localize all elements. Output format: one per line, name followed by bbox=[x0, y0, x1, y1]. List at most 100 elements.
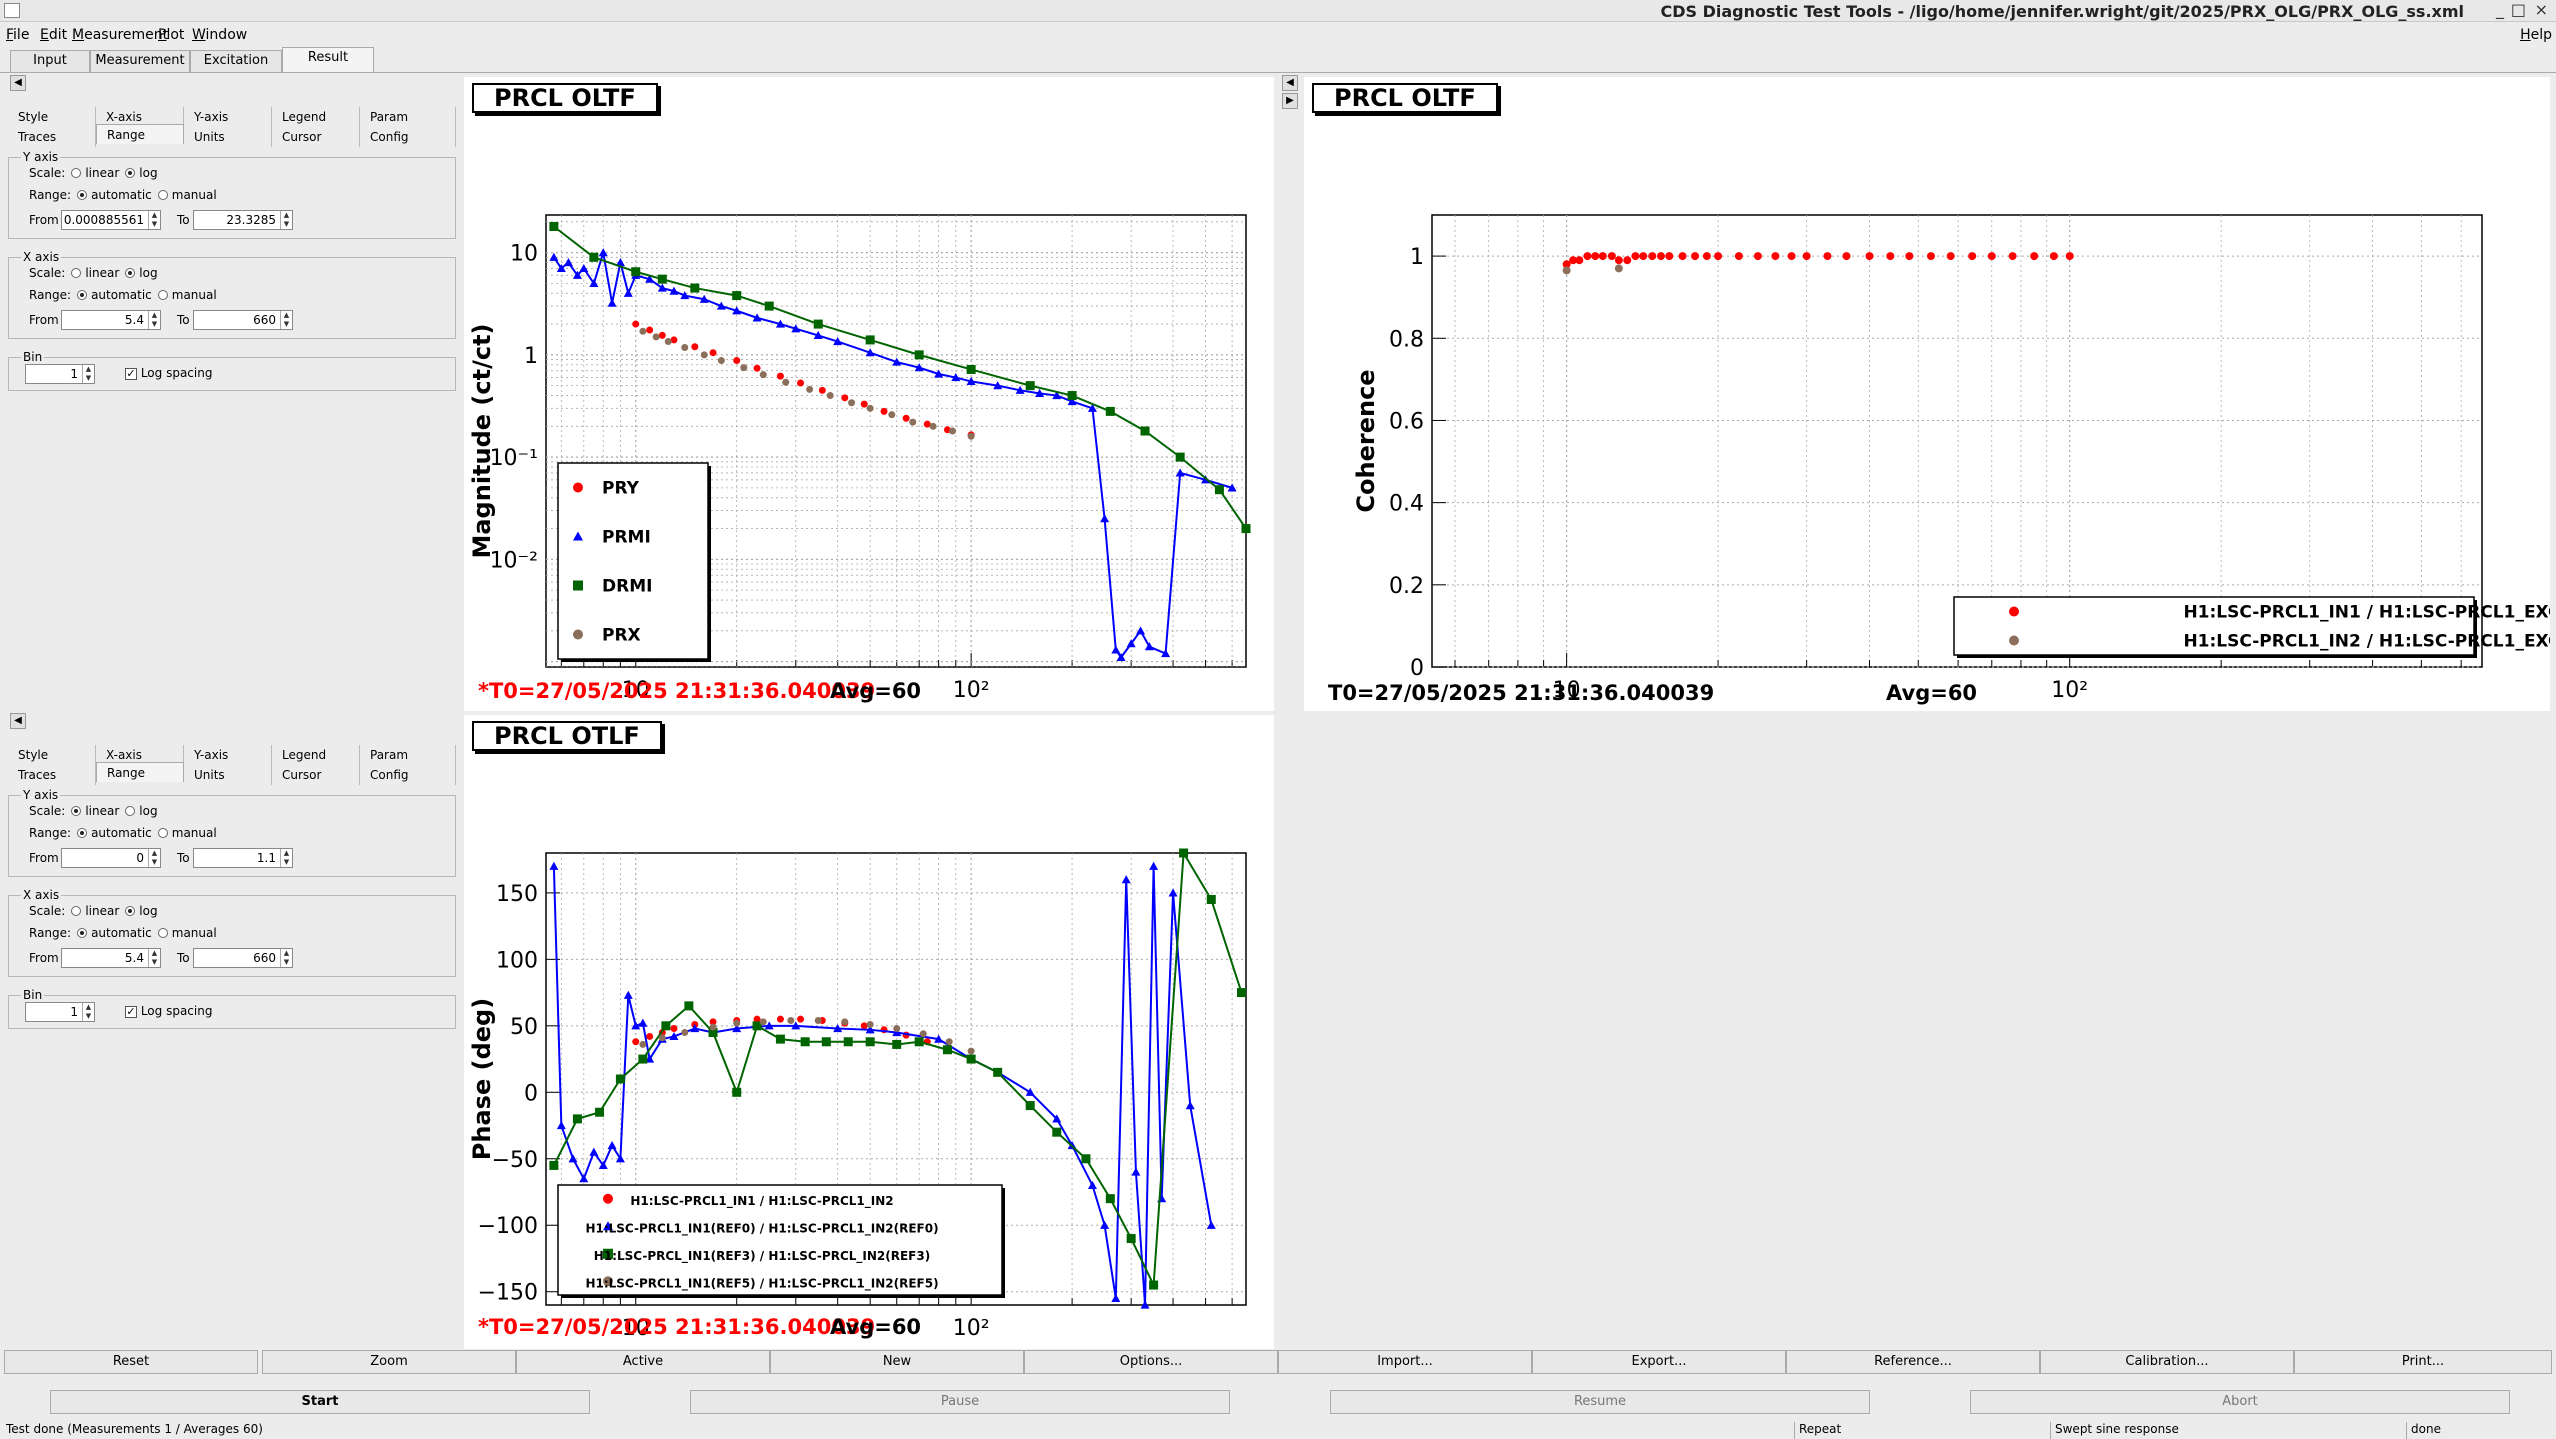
subtab-x-axis[interactable]: X-axis bbox=[96, 745, 184, 765]
range-manual-radio[interactable] bbox=[157, 827, 168, 838]
zoom-button[interactable]: Zoom bbox=[262, 1350, 516, 1374]
collapse-left-icon[interactable]: ◀ bbox=[1282, 75, 1298, 91]
subtab-param[interactable]: Param bbox=[360, 745, 456, 765]
subtab-param[interactable]: Param bbox=[360, 107, 456, 127]
x-from-field[interactable]: 5.4 ▲ ▼ bbox=[61, 310, 161, 330]
subtab-style[interactable]: Style bbox=[8, 745, 96, 765]
y-from-field[interactable]: 0.000885561 ▲ ▼ bbox=[61, 210, 161, 230]
scale-log-radio[interactable] bbox=[125, 267, 136, 278]
range-manual-radio[interactable] bbox=[157, 289, 168, 300]
options-button[interactable]: Options... bbox=[1024, 1350, 1278, 1374]
x-to-field[interactable]: 660 ▲ ▼ bbox=[193, 310, 293, 330]
subtab-legend[interactable]: Legend bbox=[272, 107, 360, 127]
print-button[interactable]: Print... bbox=[2294, 1350, 2552, 1374]
subtab-units[interactable]: Units bbox=[184, 127, 272, 147]
spin-icon[interactable]: ▲ ▼ bbox=[280, 949, 292, 967]
menu-edit[interactable]: Edit bbox=[40, 27, 68, 43]
subtab-style[interactable]: Style bbox=[8, 107, 96, 127]
bin-field[interactable]: 1 ▲ ▼ bbox=[25, 1002, 95, 1022]
subtab-units[interactable]: Units bbox=[184, 765, 272, 785]
bin-field[interactable]: 1 ▲ ▼ bbox=[25, 364, 95, 384]
subtab-traces[interactable]: Traces bbox=[8, 765, 96, 785]
calibration-button[interactable]: Calibration... bbox=[2040, 1350, 2294, 1374]
range-automatic-radio[interactable] bbox=[77, 827, 88, 838]
scale-log-radio[interactable] bbox=[125, 805, 136, 816]
reference-button[interactable]: Reference... bbox=[1786, 1350, 2040, 1374]
scale-linear-radio[interactable] bbox=[71, 267, 82, 278]
spin-icon[interactable]: ▲ ▼ bbox=[280, 311, 292, 329]
resume-button[interactable]: Resume bbox=[1330, 1390, 1870, 1414]
menu-measurement[interactable]: Measurement bbox=[72, 27, 169, 43]
data-point bbox=[1015, 385, 1025, 394]
subtab-y-axis[interactable]: Y-axis bbox=[184, 107, 272, 127]
subtab-legend[interactable]: Legend bbox=[272, 745, 360, 765]
close-button[interactable]: × bbox=[2534, 0, 2548, 19]
subtab-cursor[interactable]: Cursor bbox=[272, 127, 360, 147]
spin-icon[interactable]: ▲ ▼ bbox=[82, 365, 94, 383]
range-label: Range: bbox=[29, 288, 72, 302]
range-automatic-radio[interactable] bbox=[77, 189, 88, 200]
spin-icon[interactable]: ▲ ▼ bbox=[148, 849, 160, 867]
tab-input[interactable]: Input bbox=[10, 50, 90, 72]
y-to-field[interactable]: 23.3285 ▲ ▼ bbox=[193, 210, 293, 230]
y-from-field[interactable]: 0 ▲ ▼ bbox=[61, 848, 161, 868]
menu-window[interactable]: Window bbox=[192, 27, 248, 43]
collapse-right-icon[interactable]: ▶ bbox=[1282, 93, 1298, 109]
data-point bbox=[681, 1028, 689, 1036]
tab-excitation[interactable]: Excitation bbox=[190, 50, 282, 72]
log-spacing-checkbox[interactable]: ✓ bbox=[125, 1004, 137, 1018]
scale-log-radio[interactable] bbox=[125, 167, 136, 178]
spin-icon[interactable]: ▲ ▼ bbox=[148, 311, 160, 329]
scale-linear-radio[interactable] bbox=[71, 805, 82, 816]
reset-button[interactable]: Reset bbox=[4, 1350, 258, 1374]
menu-plot[interactable]: Plot bbox=[158, 27, 185, 43]
menu-file[interactable]: File bbox=[6, 27, 30, 43]
abort-button[interactable]: Abort bbox=[1970, 1390, 2510, 1414]
subtab-traces[interactable]: Traces bbox=[8, 127, 96, 147]
import-button[interactable]: Import... bbox=[1278, 1350, 1532, 1374]
export-button[interactable]: Export... bbox=[1532, 1350, 1786, 1374]
log-spacing-checkbox[interactable]: ✓ bbox=[125, 366, 137, 380]
subtab-y-axis[interactable]: Y-axis bbox=[184, 745, 272, 765]
tab-measurement[interactable]: Measurement bbox=[90, 50, 190, 72]
range-manual-radio[interactable] bbox=[157, 189, 168, 200]
pause-button[interactable]: Pause bbox=[690, 1390, 1230, 1414]
spin-icon[interactable]: ▲ ▼ bbox=[82, 1003, 94, 1021]
spin-icon[interactable]: ▲ ▼ bbox=[280, 211, 292, 229]
coherence-plot-panel[interactable]: PRCL OLTF 00.20.40.60.811010²Frequency (… bbox=[1304, 77, 2556, 741]
y-to-field[interactable]: 1.1 ▲ ▼ bbox=[193, 848, 293, 868]
subtab-config[interactable]: Config bbox=[360, 765, 456, 785]
subtab-range[interactable]: Range bbox=[96, 124, 184, 144]
range-automatic-radio[interactable] bbox=[77, 927, 88, 938]
collapse-left-icon[interactable]: ◀ bbox=[10, 713, 26, 729]
menu-help[interactable]: Help bbox=[2520, 27, 2552, 43]
active-button[interactable]: Active bbox=[516, 1350, 770, 1374]
collapse-left-icon[interactable]: ◀ bbox=[10, 75, 26, 91]
scale-log-radio[interactable] bbox=[125, 905, 136, 916]
x-from-field[interactable]: 5.4 ▲ ▼ bbox=[61, 948, 161, 968]
range-manual-label: manual bbox=[171, 288, 217, 302]
minimize-button[interactable]: _ bbox=[2496, 0, 2504, 19]
new-button[interactable]: New bbox=[770, 1350, 1024, 1374]
tab-result[interactable]: Result bbox=[282, 47, 374, 72]
phase-plot-panel[interactable]: PRCL OTLF 150100500−50−100−1501010²Frequ… bbox=[464, 715, 1274, 1379]
subtab-range[interactable]: Range bbox=[96, 762, 184, 782]
start-button[interactable]: Start bbox=[50, 1390, 590, 1414]
data-point bbox=[1121, 875, 1131, 884]
spin-icon[interactable]: ▲ ▼ bbox=[148, 211, 160, 229]
subtab-cursor[interactable]: Cursor bbox=[272, 765, 360, 785]
spin-icon[interactable]: ▲ ▼ bbox=[280, 849, 292, 867]
range-automatic-radio[interactable] bbox=[77, 289, 88, 300]
scale-linear-radio[interactable] bbox=[71, 167, 82, 178]
subtab-config[interactable]: Config bbox=[360, 127, 456, 147]
maximize-button[interactable]: □ bbox=[2510, 0, 2526, 19]
range-manual-radio[interactable] bbox=[157, 927, 168, 938]
spin-icon[interactable]: ▲ ▼ bbox=[148, 949, 160, 967]
coherence-chart[interactable]: 00.20.40.60.811010²Frequency (Hz)Coheren… bbox=[1304, 77, 2556, 741]
scale-linear-radio[interactable] bbox=[71, 905, 82, 916]
x-to-field[interactable]: 660 ▲ ▼ bbox=[193, 948, 293, 968]
subtab-x-axis[interactable]: X-axis bbox=[96, 107, 184, 127]
